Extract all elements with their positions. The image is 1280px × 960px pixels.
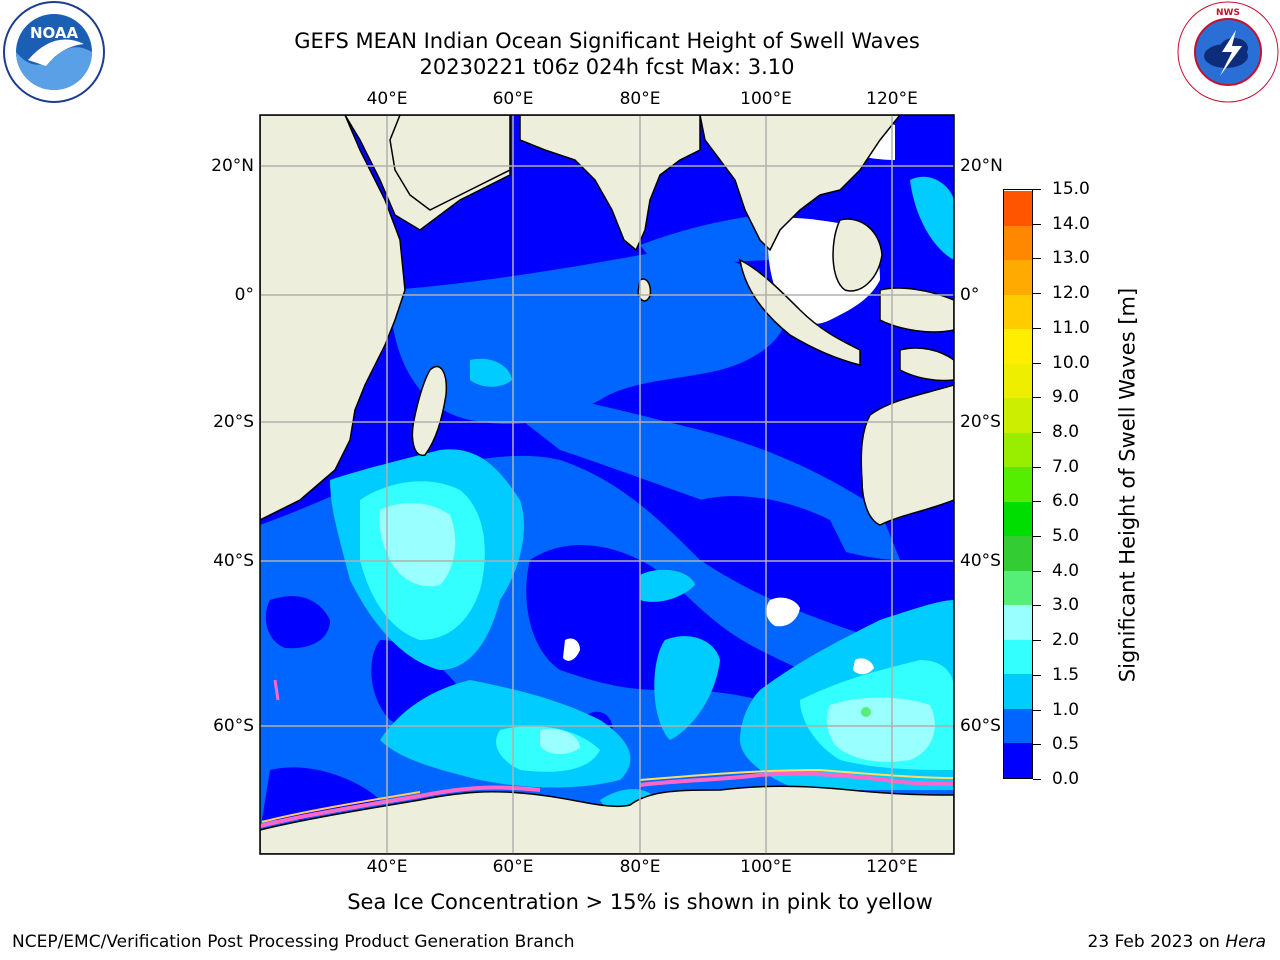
lon-label-bottom-100: 100°E [740,857,792,877]
colorbar-tick [1033,223,1041,225]
colorbar-tick-label: 3.0 [1052,595,1080,616]
map-title: GEFS MEAN Indian Ocean Significant Heigh… [294,29,920,53]
colorbar-segment [1004,535,1032,571]
colorbar-tick-label: 0.5 [1052,734,1080,755]
graticule [260,115,954,854]
colorbar-segment [1004,328,1032,364]
swell-band-2-0 [379,503,935,762]
colorbar-tick [1033,536,1041,538]
lat-label-right-0: 0° [960,285,980,305]
colorbar-tick [1033,640,1041,642]
footer-date: 23 Feb 2023 on Hera [1088,932,1266,952]
colorbar-segment [1004,225,1032,261]
lat-label-left-40s: 40°S [213,551,254,571]
lat-label-right-20n: 20°N [960,156,1003,176]
colorbar-title: Significant Height of Swell Waves [m] [1115,287,1140,683]
lat-label-right-20s: 20°S [960,412,1001,432]
map-subtitle: 20230221 t06z 024h fcst Max: 3.10 [419,55,795,79]
colorbar-segment [1004,501,1032,537]
colorbar-tick [1033,258,1041,260]
colorbar-segment [1004,259,1032,295]
sea-ice-note: Sea Ice Concentration > 15% is shown in … [347,890,933,914]
colorbar-tick-label: 12.0 [1052,283,1090,304]
colorbar-tick [1033,570,1041,572]
lon-label-top-40: 40°E [366,89,408,109]
colorbar-tick [1033,397,1041,399]
colorbar-tick-label: 0.0 [1052,769,1080,789]
colorbar-segment [1004,190,1032,226]
lon-label-top-120: 120°E [866,89,918,109]
colorbar-segment [1004,673,1032,709]
lat-label-left-20n: 20°N [211,156,254,176]
lon-label-top-60: 60°E [492,89,534,109]
colorbar-tick [1033,779,1041,780]
lat-label-left-60s: 60°S [213,716,254,736]
sea-ice-edge [260,679,954,828]
colorbar-tick [1033,674,1041,676]
colorbar-tick-label: 9.0 [1052,387,1080,408]
lon-label-bottom-60: 60°E [492,857,534,877]
colorbar-tick [1033,293,1041,295]
footer-credit: NCEP/EMC/Verification Post Processing Pr… [12,932,575,952]
colorbar-tick-label: 1.5 [1052,664,1080,685]
lon-label-top-100: 100°E [740,89,792,109]
noaa-logo: NOAA [3,1,105,103]
colorbar-segment [1004,397,1032,433]
colorbar-segment [1004,570,1032,606]
colorbar-segment [1004,604,1032,640]
colorbar-tick [1033,709,1041,711]
colorbar-tick-label: 15.0 [1052,179,1090,199]
lon-label-bottom-40: 40°E [366,857,408,877]
colorbar-tick-label: 1.0 [1052,699,1080,720]
nws-logo-text: NWS [1216,8,1240,18]
colorbar-segment [1004,363,1032,399]
colorbar-tick [1033,431,1041,433]
colorbar-segment [1004,639,1032,675]
colorbar-tick [1033,605,1041,607]
lat-label-right-40s: 40°S [960,551,1001,571]
lon-label-top-80: 80°E [619,89,661,109]
colorbar-tick-label: 5.0 [1052,526,1080,547]
colorbar-tick [1033,501,1041,503]
colorbar-tick-label: 13.0 [1052,248,1090,269]
colorbar-tick-label: 14.0 [1052,213,1090,234]
swell-max-spot [861,707,871,717]
colorbar-segment [1004,742,1032,778]
noaa-logo-text: NOAA [30,24,79,42]
footer-host: Hera [1225,932,1266,952]
colorbar-tick [1033,327,1041,329]
lat-label-left-20s: 20°S [213,412,254,432]
lon-label-bottom-120: 120°E [866,857,918,877]
colorbar [1003,189,1033,779]
colorbar-tick [1033,362,1041,364]
colorbar-tick-label: 10.0 [1052,352,1090,373]
colorbar-segment [1004,432,1032,468]
nws-logo: NWS [1177,1,1279,103]
colorbar-tick [1033,466,1041,468]
lat-label-right-60s: 60°S [960,716,1001,736]
colorbar-tick-label: 6.0 [1052,491,1080,512]
colorbar-tick-label: 2.0 [1052,630,1080,651]
colorbar-tick-label: 11.0 [1052,317,1090,338]
map-frame [259,114,955,855]
colorbar-tick [1033,744,1041,746]
lat-label-left-0: 0° [234,285,254,305]
colorbar-tick-label: 7.0 [1052,456,1080,477]
colorbar-segment [1004,466,1032,502]
colorbar-tick-label: 8.0 [1052,421,1080,442]
colorbar-segment [1004,294,1032,330]
colorbar-tick [1033,189,1041,190]
colorbar-tick-label: 4.0 [1052,560,1080,581]
land [260,115,954,854]
colorbar-segment [1004,708,1032,744]
lon-label-bottom-80: 80°E [619,857,661,877]
footer-date-text: 23 Feb 2023 on [1087,932,1226,952]
